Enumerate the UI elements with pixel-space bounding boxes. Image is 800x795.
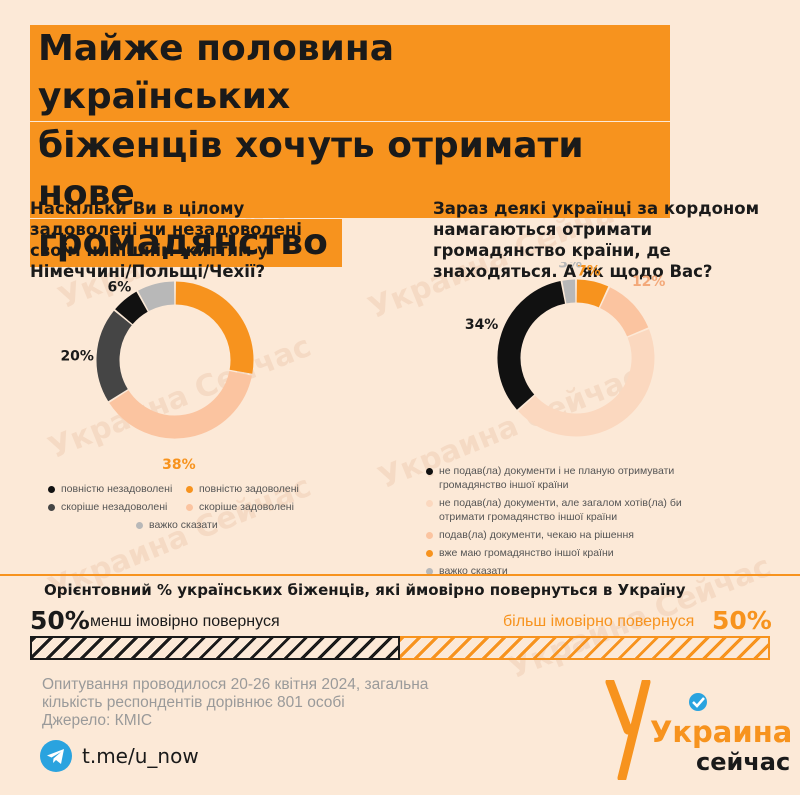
slice-label: 20% xyxy=(60,348,94,364)
page-title: Майже половина українських біженців хочу… xyxy=(30,25,670,268)
less-likely-pct: 50% xyxy=(30,606,90,635)
donut-slice xyxy=(175,281,254,374)
legend-item: важко сказати xyxy=(136,518,348,532)
slice-label: 12% xyxy=(632,274,666,290)
legend-label: подав(ла) документи, чекаю на рішення xyxy=(439,529,634,541)
legend-label: не подав(ла) документи, але загалом хоті… xyxy=(439,497,682,523)
legend-dot xyxy=(48,485,55,493)
right-question: Зараз деякі українці за кордоном намагаю… xyxy=(433,199,760,281)
slice-label: 8% xyxy=(149,272,173,274)
legend-dot xyxy=(426,531,433,539)
legend-dot xyxy=(426,467,433,475)
legend-item: не подав(ла) документи, але загалом хоті… xyxy=(426,496,726,524)
legend-dot xyxy=(136,521,143,529)
telegram-icon xyxy=(40,740,72,772)
logo-text-2: сейчас xyxy=(696,748,790,776)
less-likely-label: менш імовірно повернуся xyxy=(90,613,280,630)
legend-label: скоріше незадоволені xyxy=(61,501,168,513)
more-likely-bar xyxy=(400,636,770,660)
footnote-line: Опитування проводилося 20-26 квітня 2024… xyxy=(42,676,429,693)
legend-dot xyxy=(426,549,433,557)
left-question: Наскільки Ви в цілому задоволені чи неза… xyxy=(30,199,302,281)
donut-slice xyxy=(599,287,649,337)
slice-label: 38% xyxy=(162,457,196,473)
legend-label: скоріше задоволені xyxy=(199,501,294,513)
left-legend: повністю незадоволені скоріше незадоволе… xyxy=(48,482,348,536)
legend-label: вже маю громадянство іншої країни xyxy=(439,547,614,559)
survey-footnote: Опитування проводилося 20-26 квітня 2024… xyxy=(42,676,428,730)
legend-item: скоріше задоволені xyxy=(186,500,336,514)
legend-dot xyxy=(48,503,55,511)
telegram-handle: t.me/u_now xyxy=(82,744,199,768)
legend-dot xyxy=(186,485,193,493)
legend-dot xyxy=(186,503,193,511)
title-line: Майже половина українських xyxy=(30,25,670,121)
title-line: біженців хочуть отримати нове xyxy=(30,122,670,218)
legend-label: повністю незадоволені xyxy=(61,483,173,495)
donut-slice xyxy=(138,281,175,312)
legend-dot xyxy=(426,499,433,507)
right-legend: не подав(ла) документи і не планую отрим… xyxy=(426,464,726,582)
legend-dot xyxy=(426,567,433,575)
legend-item: повністю задоволені xyxy=(186,482,336,496)
slice-label: 7% xyxy=(577,264,601,280)
legend-item: скоріше незадоволені xyxy=(48,500,186,514)
donut-slice xyxy=(562,279,576,304)
donut-slice xyxy=(497,281,566,410)
legend-label: повністю задоволені xyxy=(199,483,299,495)
slice-label: 3% xyxy=(558,262,582,272)
slice-label: 45% xyxy=(608,441,642,442)
telegram-link[interactable]: t.me/u_now xyxy=(40,740,199,772)
brand-logo: Украина сейчас xyxy=(605,680,790,780)
more-likely-label: більш імовірно повернуся xyxy=(503,613,695,630)
more-likely-pct: 50% xyxy=(712,606,772,635)
legend-label: не подав(ла) документи і не планую отрим… xyxy=(439,465,675,491)
return-title: Орієнтовний % українських біженців, які … xyxy=(44,581,686,599)
donut-slice xyxy=(96,310,133,402)
less-likely-bar xyxy=(30,636,400,660)
slice-label: 6% xyxy=(108,279,132,295)
title-line: громадянство xyxy=(30,219,342,267)
donut-slice xyxy=(115,291,149,325)
citizenship-donut-chart: 7% 12% 45% 34% 3% xyxy=(465,262,666,442)
legend-item: вже маю громадянство іншої країни xyxy=(426,546,726,560)
satisfaction-donut-chart: 28%38%20%6%8% xyxy=(60,272,254,473)
footnote-line: кількість респондентів дорівнює 801 особ… xyxy=(42,694,345,711)
section-divider xyxy=(0,574,800,576)
source-line: Джерело: КМІС xyxy=(42,712,153,729)
slice-label: 34% xyxy=(465,317,499,333)
legend-item: не подав(ла) документи і не планую отрим… xyxy=(426,464,726,492)
legend-label: важко сказати xyxy=(149,519,218,531)
legend-item: подав(ла) документи, чекаю на рішення xyxy=(426,528,726,542)
donut-slice xyxy=(109,370,252,439)
legend-item: повністю незадоволені xyxy=(48,482,186,496)
return-bar xyxy=(30,636,770,660)
donut-slice xyxy=(518,329,655,437)
logo-text-1: Украина xyxy=(650,715,790,749)
verified-icon xyxy=(689,693,707,711)
donut-slice xyxy=(576,279,609,308)
